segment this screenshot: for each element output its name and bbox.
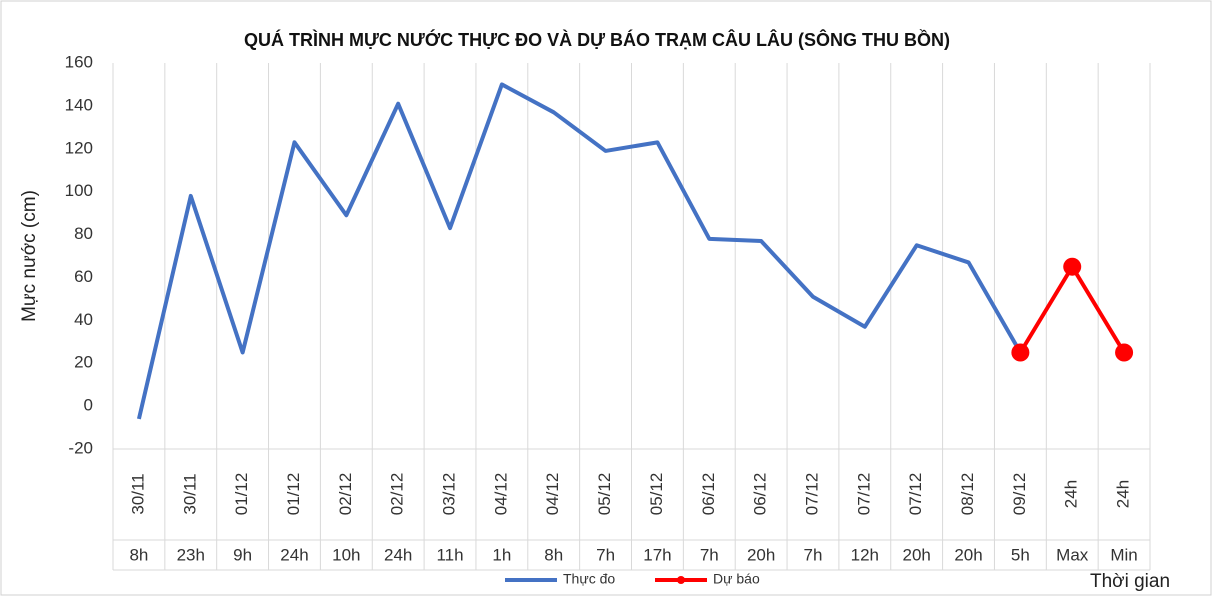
x-tick-time: 17h	[643, 545, 671, 564]
x-tick-date: 02/12	[388, 473, 407, 516]
x-tick-time: Min	[1110, 545, 1137, 564]
x-tick-date: 07/12	[854, 473, 873, 516]
x-tick-time: 24h	[280, 545, 308, 564]
x-tick-time: 20h	[902, 545, 930, 564]
x-tick-date: 01/12	[284, 473, 303, 516]
x-tick-date: 24h	[1114, 480, 1133, 508]
x-tick-time: Max	[1056, 545, 1089, 564]
legend-marker	[677, 576, 685, 584]
y-tick-label: 80	[74, 224, 93, 243]
x-tick-date: 01/12	[232, 473, 251, 516]
x-tick-time: 7h	[700, 545, 719, 564]
x-tick-date: 30/11	[180, 473, 199, 514]
x-axis-title: Thời gian	[1090, 571, 1170, 592]
x-tick-date: 05/12	[647, 473, 666, 516]
x-tick-date: 09/12	[1010, 473, 1029, 516]
x-tick-time: 10h	[332, 545, 360, 564]
x-tick-time: 20h	[747, 545, 775, 564]
y-axis-title: Mực nước (cm)	[19, 190, 40, 322]
x-tick-time: 9h	[233, 545, 252, 564]
x-tick-time: 5h	[1011, 545, 1030, 564]
y-tick-label: 120	[65, 138, 93, 157]
x-tick-date: 06/12	[751, 473, 770, 516]
legend-text: Dự báo	[713, 571, 760, 587]
x-tick-date: 02/12	[336, 473, 355, 516]
y-tick-label: 60	[74, 267, 93, 286]
x-tick-time: 24h	[384, 545, 412, 564]
x-tick-time: 8h	[544, 545, 563, 564]
x-tick-date: 30/11	[128, 473, 147, 514]
y-tick-label: 100	[65, 181, 93, 200]
x-tick-time: 1h	[492, 545, 511, 564]
y-tick-label: 160	[65, 52, 93, 71]
x-tick-time: 23h	[177, 545, 205, 564]
x-tick-time: 7h	[804, 545, 823, 564]
y-tick-label: 40	[74, 310, 93, 329]
x-tick-date: 03/12	[440, 473, 459, 516]
x-tick-date: 07/12	[906, 473, 925, 516]
x-tick-time: 12h	[851, 545, 879, 564]
x-tick-date: 08/12	[958, 473, 977, 516]
series-line	[136, 82, 1023, 420]
y-tick-label: 0	[84, 396, 93, 415]
x-tick-time: 8h	[129, 545, 148, 564]
y-tick-label: 20	[74, 353, 93, 372]
x-tick-time: 7h	[596, 545, 615, 564]
x-tick-date: 04/12	[543, 473, 562, 516]
chart-title: QUÁ TRÌNH MỰC NƯỚC THỰC ĐO VÀ DỰ BÁO TRẠ…	[244, 29, 950, 50]
marker	[1063, 257, 1082, 276]
x-tick-time: 11h	[436, 545, 463, 564]
x-tick-date: 07/12	[802, 473, 821, 516]
x-tick-time: 20h	[954, 545, 982, 564]
x-tick-date: 06/12	[699, 473, 718, 516]
y-tick-label: -20	[68, 438, 93, 457]
legend-text: Thực đo	[563, 571, 615, 587]
x-tick-date: 04/12	[491, 473, 510, 516]
marker	[1115, 343, 1134, 362]
y-tick-label: 140	[65, 95, 93, 114]
x-tick-date: 05/12	[595, 473, 614, 516]
marker	[1011, 343, 1030, 362]
x-tick-date: 24h	[1062, 480, 1081, 508]
